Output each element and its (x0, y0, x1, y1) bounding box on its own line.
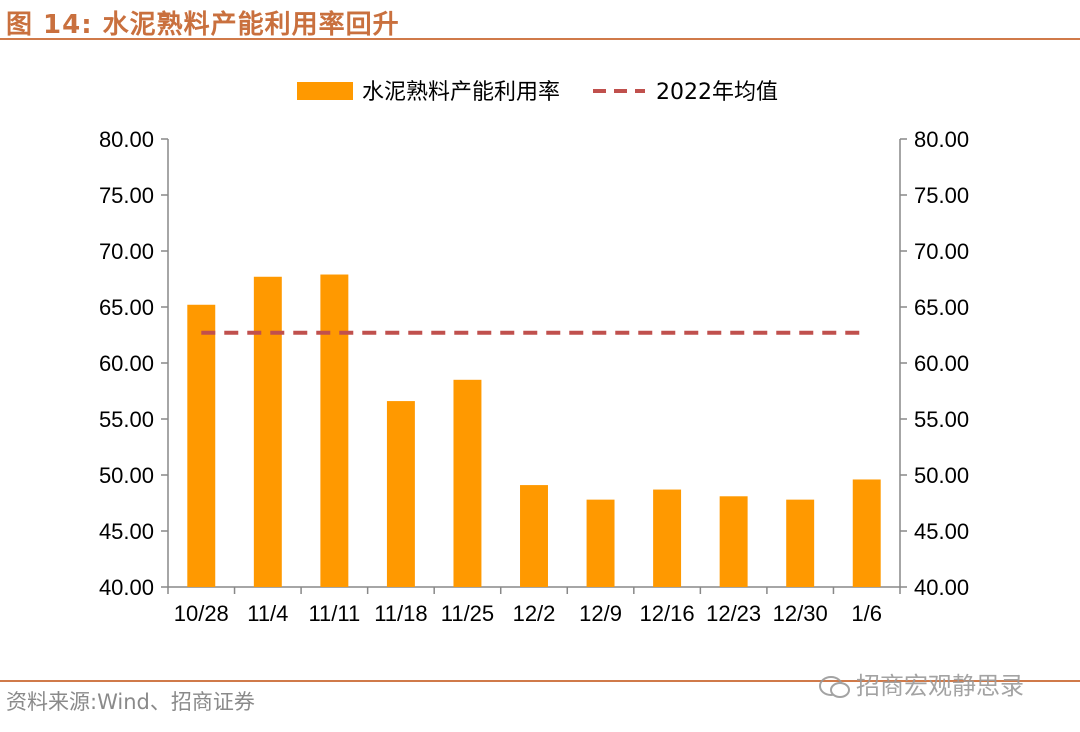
watermark-text: 招商宏观静思录 (856, 672, 1024, 700)
y-tick-label-right: 50.00 (914, 463, 969, 488)
bar (852, 479, 881, 587)
legend: 水泥熟料产能利用率 2022年均值 (297, 80, 778, 105)
x-tick-label: 11/18 (374, 601, 427, 626)
watermark: 招商宏观静思录 (818, 666, 1024, 701)
bar (719, 496, 748, 587)
wechat-icon (819, 676, 850, 698)
chart: 水泥熟料产能利用率 2022年均值 40.00 40.00 45.00 45.00 50… (99, 80, 969, 626)
x-tick-label: 12/23 (706, 601, 761, 626)
bar-series (187, 274, 881, 587)
y-tick-label-left: 50.00 (99, 463, 154, 488)
y-tick-label-left: 55.00 (99, 407, 154, 432)
y-tick-label-left: 80.00 (99, 127, 154, 152)
legend-swatch-bar (297, 82, 353, 100)
footer-rule (0, 680, 1080, 682)
x-tick-label: 11/4 (247, 601, 288, 626)
x-tick-label: 11/11 (308, 601, 360, 626)
bar (320, 274, 349, 587)
bar (187, 304, 216, 587)
figure-title: 图 14: 水泥熟料产能利用率回升 (6, 10, 400, 40)
y-tick-label-left: 45.00 (99, 519, 154, 544)
title-rule (0, 38, 1080, 40)
y-tick-label-right: 70.00 (914, 239, 969, 264)
legend-label-bar: 水泥熟料产能利用率 (362, 80, 560, 105)
bar (653, 489, 682, 587)
y-tick-label-left: 60.00 (99, 351, 154, 376)
source-note: 资料来源:Wind、招商证券 (6, 690, 255, 714)
x-tick-label: 12/9 (579, 601, 622, 626)
y-tick-label-left: 75.00 (99, 183, 154, 208)
x-tick-label: 12/16 (640, 601, 695, 626)
x-tick-label: 12/30 (773, 601, 828, 626)
y-tick-label-left: 70.00 (99, 239, 154, 264)
y-tick-label-right: 60.00 (914, 351, 969, 376)
bar (386, 401, 415, 587)
y-tick-label-right: 80.00 (914, 127, 969, 152)
bar (453, 379, 482, 587)
legend-label-line: 2022年均值 (656, 80, 778, 105)
y-tick-label-right: 55.00 (914, 407, 969, 432)
x-tick-label: 12/2 (513, 601, 556, 626)
y-tick-label-right: 45.00 (914, 519, 969, 544)
x-tick-label: 1/6 (851, 601, 882, 626)
y-tick-label-right: 65.00 (914, 295, 969, 320)
bar (586, 499, 615, 587)
y-tick-label-left: 40.00 (99, 575, 154, 600)
tick-labels: 40.00 40.00 45.00 45.00 50.00 50.00 55.00 55.00… (99, 127, 969, 626)
y-tick-label-right: 40.00 (914, 575, 969, 600)
y-tick-label-left: 65.00 (99, 295, 154, 320)
x-tick-label: 10/28 (174, 601, 229, 626)
bar (786, 499, 815, 587)
x-tick-label: 11/25 (441, 601, 494, 626)
bar (520, 485, 548, 587)
bar (253, 276, 282, 587)
y-tick-label-right: 75.00 (914, 183, 969, 208)
